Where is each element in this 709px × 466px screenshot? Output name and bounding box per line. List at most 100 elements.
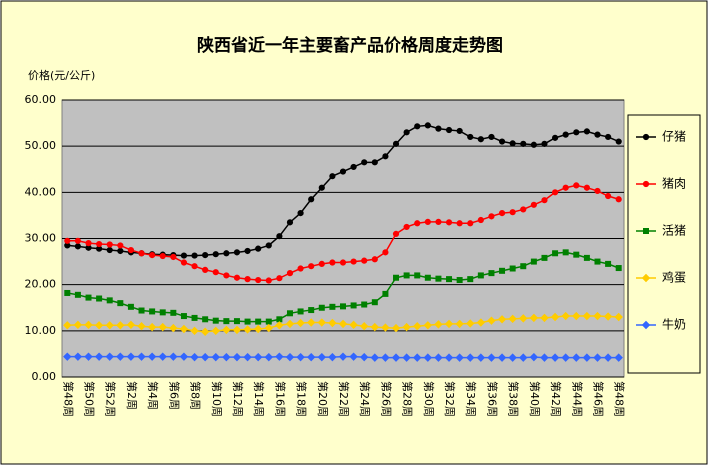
data-point — [180, 252, 188, 259]
data-point — [73, 352, 83, 361]
data-point — [159, 252, 166, 260]
data-point — [414, 272, 421, 279]
data-point — [371, 299, 378, 306]
data-point — [488, 133, 495, 141]
data-point — [223, 318, 230, 325]
y-tick-label: 20.00 — [25, 278, 57, 291]
x-tick-label: 第18周 — [295, 381, 309, 417]
data-point — [318, 184, 325, 191]
data-point — [74, 291, 81, 298]
data-point — [573, 251, 580, 258]
data-point — [202, 252, 209, 259]
data-point — [286, 270, 294, 277]
y-tick-label: 0.00 — [32, 370, 57, 383]
data-point — [520, 263, 527, 270]
data-point — [541, 254, 548, 261]
data-point — [255, 245, 262, 252]
data-point — [170, 309, 177, 316]
legend-marker — [642, 180, 650, 188]
data-point — [149, 308, 156, 315]
data-point — [614, 353, 623, 362]
data-point — [466, 353, 475, 362]
data-point — [191, 252, 198, 259]
data-point — [488, 213, 495, 220]
data-point — [497, 315, 507, 324]
data-point — [391, 353, 401, 362]
data-point — [306, 318, 316, 327]
x-tick-label: 第30周 — [422, 381, 436, 417]
data-point — [423, 321, 433, 330]
data-point — [64, 289, 71, 296]
data-point — [265, 242, 272, 249]
data-point — [297, 308, 304, 315]
data-point — [477, 216, 484, 224]
data-point — [604, 133, 612, 141]
x-tick-label: 第12周 — [231, 381, 245, 417]
data-point — [159, 309, 166, 316]
data-point — [74, 243, 82, 250]
data-point — [243, 325, 252, 334]
data-point — [212, 251, 219, 258]
data-point — [498, 138, 506, 145]
data-point — [147, 322, 157, 332]
data-point — [275, 352, 284, 361]
data-point — [509, 265, 516, 272]
x-tick-label: 第14周 — [252, 381, 266, 417]
x-tick-label: 第24周 — [358, 381, 372, 417]
data-point — [391, 323, 401, 333]
data-point — [306, 352, 316, 362]
data-point — [255, 276, 262, 284]
y-tick-label: 40.00 — [25, 185, 57, 198]
y-tick-label: 30.00 — [25, 232, 57, 245]
x-tick-label: 第52周 — [104, 381, 118, 417]
data-point — [127, 303, 134, 310]
data-point — [296, 318, 305, 328]
data-point — [444, 353, 454, 362]
data-point — [169, 352, 178, 361]
data-point — [265, 277, 272, 284]
data-point — [476, 318, 486, 327]
data-point — [233, 249, 241, 256]
data-point — [551, 189, 559, 196]
data-point — [116, 321, 125, 330]
data-point — [190, 352, 199, 362]
data-point — [232, 352, 242, 362]
data-point — [435, 218, 442, 225]
data-point — [138, 250, 145, 257]
data-point — [509, 209, 516, 216]
data-point — [265, 318, 272, 325]
data-point — [414, 123, 421, 130]
data-point — [276, 316, 283, 323]
y-axis-label: 价格(元/公斤) — [28, 68, 95, 82]
data-point — [477, 136, 484, 143]
data-point — [276, 233, 283, 240]
data-point — [202, 266, 209, 273]
data-point — [158, 322, 167, 332]
data-point — [593, 311, 602, 321]
data-point — [530, 258, 537, 265]
x-tick-label: 第26周 — [379, 381, 393, 417]
data-point — [594, 187, 601, 195]
x-tick-label: 第38周 — [507, 381, 521, 417]
data-point — [137, 322, 146, 331]
legend-label: 仔猪 — [662, 130, 686, 144]
data-point — [552, 250, 559, 257]
data-point — [73, 320, 83, 330]
x-tick-label: 第48周 — [613, 381, 627, 417]
y-tick-label: 60.00 — [25, 93, 57, 106]
data-point — [190, 326, 199, 336]
data-point — [573, 182, 580, 189]
data-point — [117, 247, 124, 255]
data-point — [466, 319, 475, 328]
data-point — [286, 219, 294, 226]
data-point — [264, 323, 273, 333]
data-point — [562, 131, 569, 138]
x-tick-label: 第8周 — [189, 381, 203, 410]
data-point — [423, 353, 433, 362]
data-point — [371, 159, 378, 166]
data-point — [382, 290, 389, 297]
data-point — [382, 153, 389, 160]
data-point — [244, 276, 251, 283]
y-tick-label: 10.00 — [25, 324, 57, 337]
